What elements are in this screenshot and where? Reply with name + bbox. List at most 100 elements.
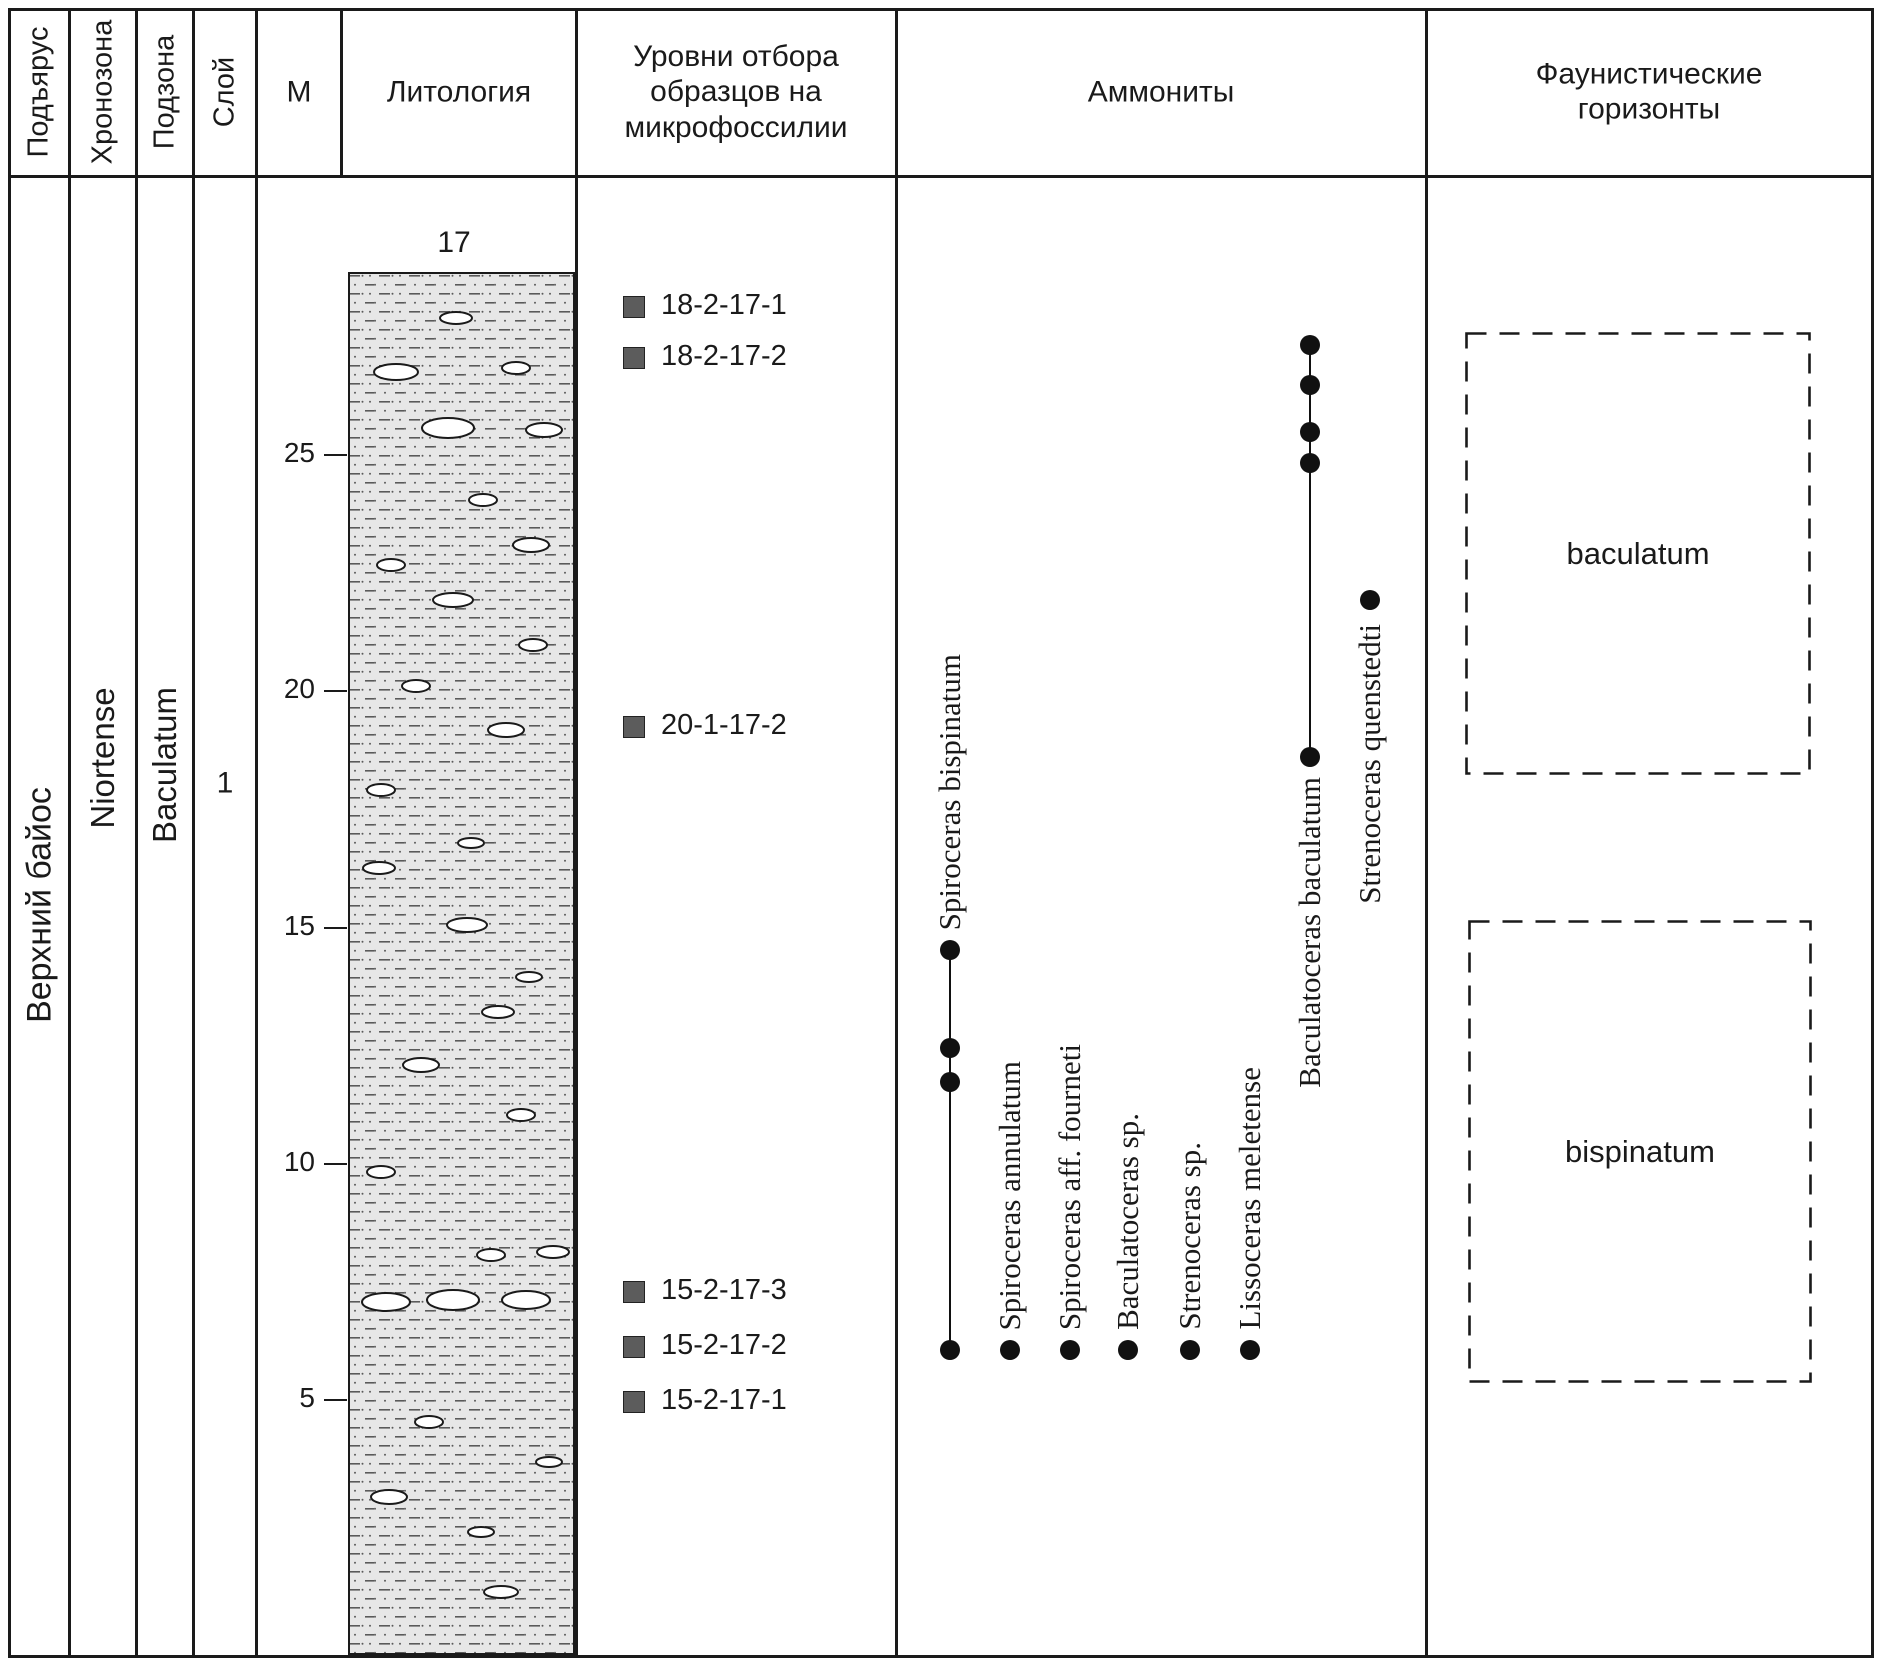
ammonite-name: Lissoceras meletense [1232,1067,1267,1330]
ammonite-name: Spiroceras aff. fourneti [1052,1043,1087,1330]
concretion [501,361,531,375]
lithology-body [348,272,575,1655]
ammonite-occurrence-dot [1300,422,1320,442]
ammonite-range-line [1308,345,1312,757]
ammonite-occurrence-dot [940,1038,960,1058]
scale-label: 5 [299,1382,315,1413]
concretion [483,1585,519,1599]
chronozone-label: Niortense [84,687,121,829]
sample-marker [623,347,645,369]
header-substage: Подъярус [22,26,55,158]
ammonite-range-line [948,950,952,1350]
ammonite-occurrence-dot [940,1072,960,1092]
column-divider [192,8,195,1658]
header-samples: Уровни отбора образцов на микрофоссилии [624,39,848,144]
column-divider [255,8,258,1658]
header-bed: Слой [208,56,241,128]
concretion [457,837,485,849]
concretion [487,722,525,738]
column-divider [135,8,138,1658]
subzone-label: Baculatum [146,687,183,843]
concretion [525,422,563,438]
ammonite-name: Strenoceras sp. [1172,1142,1207,1330]
column-divider [575,8,578,1658]
concretion [401,679,431,693]
scale-tick [324,927,347,930]
concretion [476,1248,506,1262]
concretion [501,1290,551,1310]
scale-label: 15 [283,910,315,941]
header-meters: М [286,75,312,109]
ammonite-occurrence-dot [1240,1340,1260,1360]
ammonite-occurrence-dot [1300,453,1320,473]
faunal-horizon-border [1468,920,1812,1383]
ammonite-occurrence-dot [1300,375,1320,395]
sample-marker [623,1391,645,1413]
concretion [370,1489,408,1505]
sample-label: 18-2-17-1 [661,289,787,321]
sample-label: 18-2-17-2 [661,340,787,372]
sample-marker [623,1336,645,1358]
ammonite-occurrence-dot [1060,1340,1080,1360]
ammonite-occurrence-dot [940,1340,960,1360]
concretion [402,1057,440,1073]
concretion [414,1415,444,1429]
ammonite-name: Baculatoceras baculatum [1292,777,1327,1088]
ammonite-name: Spiroceras annulatum [992,1060,1027,1330]
column-divider [340,8,343,178]
concretion [421,417,475,439]
scale-label: 25 [283,437,315,468]
column-divider [68,8,71,1658]
substage-label: Верхний байос [20,787,59,1023]
ammonite-occurrence-dot [1180,1340,1200,1360]
ammonite-occurrence-dot [1360,590,1380,610]
concretion [468,493,498,507]
concretion [512,537,550,553]
column-divider [1425,8,1428,1658]
table-frame [8,8,1874,1658]
concretion [481,1005,515,1019]
header-chronozone: Хронозона [86,19,119,165]
bed-label: 1 [216,766,234,800]
sample-label: 20-1-17-2 [661,709,787,741]
concretion [366,783,396,797]
ammonite-occurrence-dot [940,940,960,960]
sample-label: 15-2-17-2 [661,1329,787,1361]
faunal-horizon-label: bispinatum [1565,1133,1715,1169]
scale-tick [324,454,347,457]
concretion [535,1456,563,1468]
header-horizons: Фаунистические горизонты [1535,57,1763,126]
concretion [373,363,419,381]
concretion [515,971,543,983]
concretion [362,861,396,875]
faunal-horizon-box: bispinatum [1468,920,1812,1383]
scale-tick [324,1399,347,1402]
concretion [467,1526,495,1538]
concretion [361,1292,411,1312]
ammonite-name: Strenoceras quenstedti [1352,624,1387,904]
scale-tick [324,690,347,693]
faunal-horizon-label: baculatum [1566,535,1710,571]
column-divider [895,8,898,1658]
ammonite-occurrence-dot [1000,1340,1020,1360]
ammonite-name: Spiroceras bispinatum [932,653,967,930]
scale-tick [324,1163,347,1166]
ammonite-occurrence-dot [1300,335,1320,355]
sample-label: 15-2-17-1 [661,1384,787,1416]
header-divider [8,175,1874,178]
sample-marker [623,1281,645,1303]
concretion [376,558,406,572]
sample-marker [623,716,645,738]
faunal-horizon-box: baculatum [1465,332,1811,775]
header-subzone: Подзона [148,34,181,150]
concretion [439,311,473,325]
scale-label: 10 [283,1146,315,1177]
faunal-horizon-border [1465,332,1811,775]
lithology-unit-number: 17 [437,226,471,259]
ammonite-name: Baculatoceras sp. [1110,1113,1145,1330]
concretion [536,1245,570,1259]
concretion [506,1108,536,1122]
ammonite-occurrence-dot [1118,1340,1138,1360]
lithology-column [348,272,575,1655]
concretion [426,1289,480,1311]
